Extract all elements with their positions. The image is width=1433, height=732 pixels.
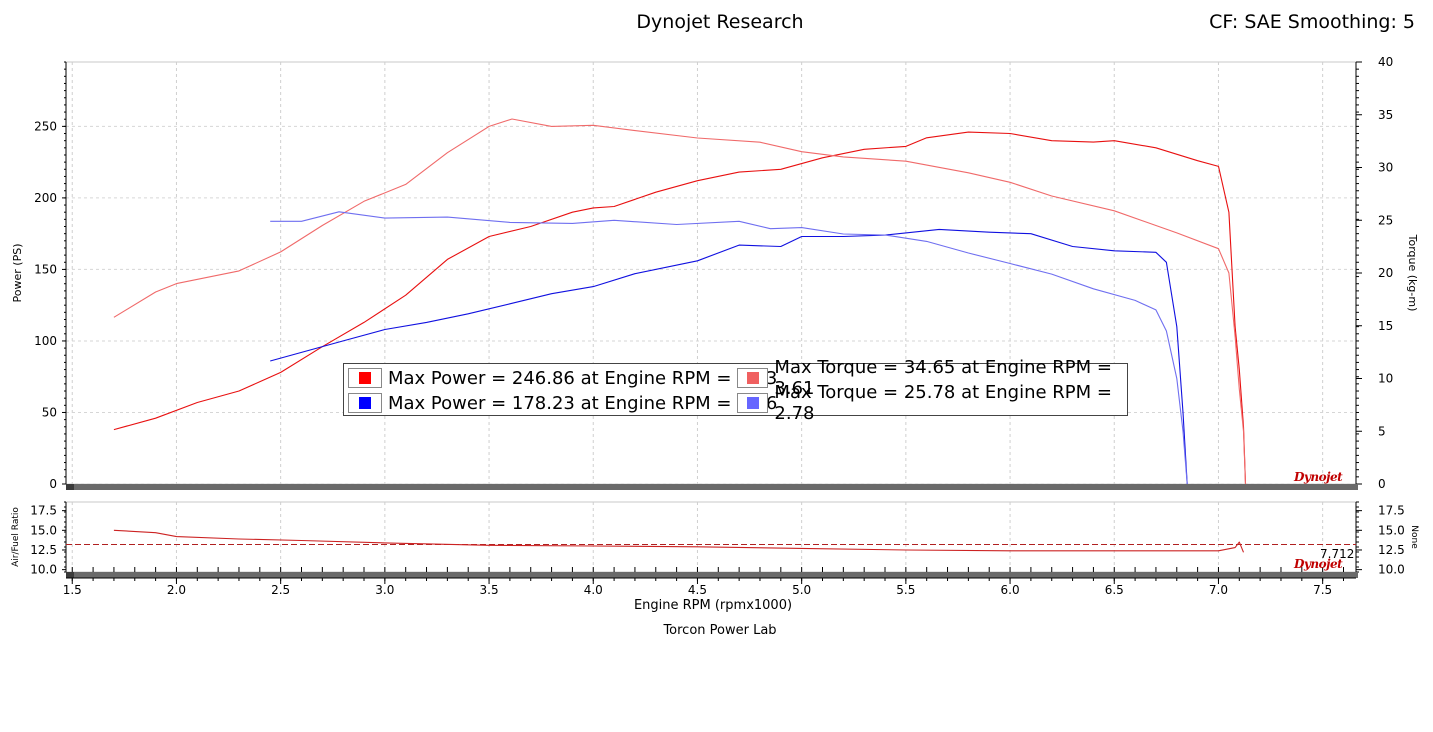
swatch-color-light-red: [746, 372, 759, 384]
y2-axis-label: Torque (kg-m): [1406, 234, 1419, 312]
afr-cursor-readout: 7.712: [1320, 547, 1355, 561]
x-scroll-bar: [66, 484, 1358, 490]
x-scroll-bar: [66, 572, 1358, 578]
x-tick-label: 5.0: [792, 583, 811, 597]
x-tick-label: 5.5: [896, 583, 915, 597]
y2-tick-label: 25: [1378, 213, 1393, 227]
swatch-color-light-blue: [746, 397, 759, 409]
y2-tick-label: 0: [1378, 477, 1386, 491]
shop-name: Torcon Power Lab: [663, 623, 777, 638]
series-line: [270, 228, 1188, 485]
y-axis-label: Power (PS): [11, 244, 24, 303]
y2-tick-label: 35: [1378, 108, 1393, 122]
y-tick-label: 200: [34, 191, 57, 205]
x-tick-label: 3.0: [375, 583, 394, 597]
y-axis-label: Air/Fuel Ratio: [11, 507, 21, 567]
y2-tick-label: 5: [1378, 424, 1386, 438]
y-tick-label: 0: [49, 477, 57, 491]
swatch-color-blue: [359, 397, 371, 409]
series-line: [113, 131, 1247, 485]
legend-label: Max Torque = 25.78 at Engine RPM = 2.78: [774, 382, 1112, 424]
y-tick-label: 150: [34, 262, 57, 276]
y2-tick-label: 40: [1378, 55, 1393, 69]
legend-label: Max Torque = 34.65 at Engine RPM = 3.61: [774, 357, 1112, 399]
y-tick-label: 17.5: [30, 504, 57, 518]
x-tick-label: 3.5: [480, 583, 499, 597]
legend-label: Max Power = 178.23 at Engine RPM = 5.66: [388, 392, 778, 414]
y2-tick-label: 20: [1378, 266, 1393, 280]
y2-tick-label: 15.0: [1378, 523, 1405, 537]
series-line: [113, 529, 1245, 553]
plot-frame: [65, 501, 1357, 573]
y2-tick-label: 30: [1378, 161, 1393, 175]
x-tick-label: 6.5: [1105, 583, 1124, 597]
chart-legend: Max Power = 246.86 at Engine RPM = 5.83 …: [343, 357, 1128, 424]
legend-item: Max Torque = 34.65 at Engine RPM = 3.61: [737, 357, 1127, 399]
y2-tick-label: 17.5: [1378, 504, 1405, 518]
x-tick-label: 4.0: [584, 583, 603, 597]
main-plot-area: 0 50 100 150 200 250 0 5 10 15 20 25 30 35 40 Power (PS…: [11, 55, 1419, 491]
x-scroll-thumb: [66, 572, 74, 578]
legend-label: Max Power = 246.86 at Engine RPM = 5.83: [388, 367, 778, 389]
legend-swatch: [348, 393, 382, 413]
x-axis-label: Engine RPM (rpmx1000): [633, 598, 793, 613]
y2-axis-label: None: [1409, 525, 1419, 549]
dynojet-logo: Dynojet: [1294, 557, 1343, 571]
chart-title: Dynojet Research: [636, 11, 804, 33]
x-tick-label: 1.5: [63, 583, 82, 597]
legend-item: Max Power = 246.86 at Engine RPM = 5.83: [348, 367, 777, 389]
dynojet-logo: Dynojet: [1294, 470, 1343, 484]
x-tick-label: 6.0: [1001, 583, 1020, 597]
x-scroll-thumb: [66, 484, 74, 490]
series-line: [270, 211, 1188, 485]
y-tick-label: 100: [34, 334, 57, 348]
y2-tick-label: 12.5: [1378, 543, 1405, 557]
legend-item: Max Torque = 25.78 at Engine RPM = 2.78: [737, 382, 1127, 424]
x-tick-label: 7.0: [1209, 583, 1228, 597]
y-tick-label: 250: [34, 119, 57, 133]
x-tick-label: 2.5: [271, 583, 290, 597]
x-tick-label: 4.5: [688, 583, 707, 597]
legend-item: Max Power = 178.23 at Engine RPM = 5.66: [348, 392, 777, 414]
legend-swatch: [737, 393, 769, 413]
y-tick-label: 12.5: [30, 543, 57, 557]
x-tick-label: 2.0: [167, 583, 186, 597]
swatch-color-red: [359, 372, 371, 384]
legend-swatch: [348, 368, 382, 388]
correction-factor-label: CF: SAE Smoothing: 5: [1209, 11, 1415, 33]
y2-tick-label: 15: [1378, 319, 1393, 333]
y-tick-label: 10.0: [30, 563, 57, 577]
y-tick-label: 50: [42, 405, 57, 419]
plot-frame: [65, 61, 1357, 485]
legend-swatch: [737, 368, 769, 388]
y2-tick-label: 10.0: [1378, 563, 1405, 577]
y2-tick-label: 10: [1378, 372, 1393, 386]
x-tick-label: 7.5: [1313, 583, 1332, 597]
series-line: [113, 118, 1247, 485]
y-tick-label: 15.0: [30, 523, 57, 537]
afr-plot-area: 10.0 12.5 15.0 17.5 10.0 12.5 15.0 17.5 Air/Fuel…: [11, 501, 1419, 597]
